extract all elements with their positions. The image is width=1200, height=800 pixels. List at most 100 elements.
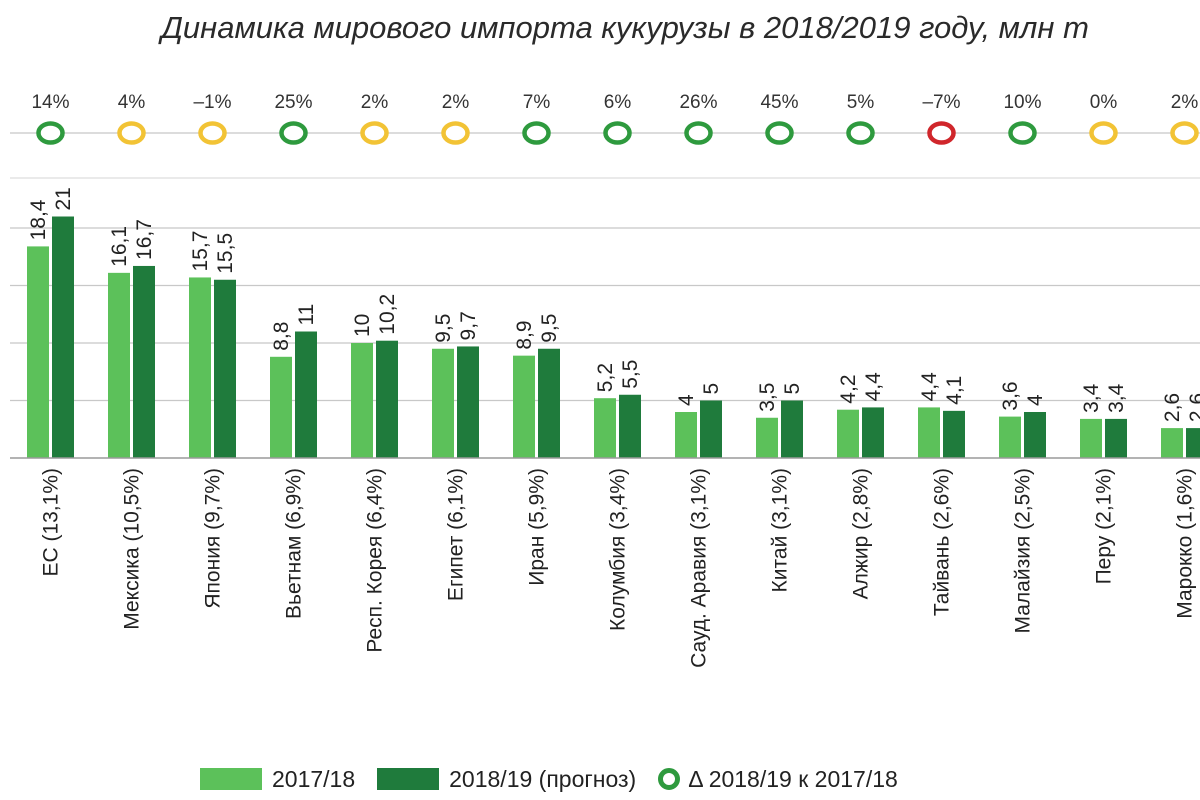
bar [432, 348, 454, 458]
bar-value-label: 3,4 [1080, 383, 1103, 413]
change-status-icon [1089, 121, 1118, 145]
bar-value-label: 4,4 [862, 372, 885, 402]
legend-label-change: Δ 2018/19 к 2017/18 [688, 765, 898, 792]
change-status-icon [684, 121, 713, 145]
bar-value-label: 9,5 [432, 314, 455, 343]
change-status-icon [522, 121, 551, 145]
bar [1161, 428, 1183, 458]
bar [781, 400, 803, 458]
change-status-icon [279, 121, 308, 145]
bar [594, 398, 616, 458]
change-label: 2% [1171, 92, 1199, 113]
bar-value-label: 4 [675, 394, 698, 406]
change-label: 45% [760, 92, 798, 113]
change-status-icon [441, 121, 470, 145]
bar [862, 407, 884, 458]
category-label: Малайзия (2,5%) [1012, 468, 1035, 634]
bar-value-label: 15,7 [189, 231, 212, 272]
bar-value-label: 10 [351, 314, 374, 337]
bar [189, 277, 211, 458]
bar-value-label: 18,4 [27, 199, 50, 240]
change-status-icon [927, 121, 956, 145]
bar [351, 343, 373, 458]
category-label: Мексика (10,5%) [121, 468, 144, 630]
bar-value-label: 5,5 [619, 360, 642, 389]
category-label: Китай (3,1%) [769, 468, 792, 592]
category-label: Респ. Корея (6,4%) [364, 468, 387, 653]
bar [27, 246, 49, 458]
chart-title: Динамика мирового импорта кукурузы в 201… [161, 10, 1089, 45]
legend-item-2018-19: 2018/19 (прогноз) [377, 766, 636, 793]
bar [837, 409, 859, 458]
bar-value-label: 11 [295, 304, 318, 326]
bar [270, 356, 292, 458]
bar-value-label: 3,5 [756, 383, 779, 412]
bar [108, 272, 130, 458]
bar-value-label: 4,4 [918, 372, 941, 402]
category-label: Тайвань (2,6%) [931, 468, 954, 616]
category-label: Египет (6,1%) [445, 468, 468, 601]
category-label: Сауд. Аравия (3,1%) [688, 468, 711, 668]
bar [513, 355, 535, 458]
change-label: 2% [442, 92, 470, 113]
chart-svg: 14% 18,421 ЕС (13,1%) 4% 16,1 16,7 Мексика (10… [10, 92, 1200, 668]
bar-value-label: 16,1 [108, 226, 131, 267]
category-label: Колумбия (3,4%) [607, 468, 630, 631]
bar [295, 331, 317, 458]
change-status-icon [765, 121, 794, 145]
change-status-icon [1008, 121, 1037, 145]
legend-label-2017-18: 2017/18 [272, 765, 356, 792]
change-label: 4% [118, 92, 146, 113]
bar-value-label: 2,6 [1186, 393, 1200, 422]
category-label: ЕС (13,1%) [40, 468, 63, 577]
change-status-icon [603, 121, 632, 145]
bar-value-label: 2,6 [1161, 393, 1184, 422]
bar-value-label: 3,6 [999, 381, 1022, 410]
category-label: Алжир (2,8%) [850, 468, 873, 599]
bar-value-label: 9,7 [457, 311, 480, 340]
category-label: Япония (9,7%) [202, 468, 225, 609]
bar [1080, 418, 1102, 458]
change-label: 14% [31, 92, 69, 113]
bar-value-label: 16,7 [133, 219, 156, 260]
change-label: 6% [604, 92, 632, 113]
category-label: Вьетнам (6,9%) [283, 468, 306, 619]
bar-value-label: 4,1 [943, 376, 966, 405]
category-label: Перу (2,1%) [1093, 468, 1116, 584]
bar-value-label: 4,2 [837, 374, 860, 403]
change-label: 25% [274, 92, 312, 113]
bar-value-label: 3,4 [1105, 383, 1128, 413]
change-status-icon [198, 121, 227, 145]
legend-item-change: Δ 2018/19 к 2017/18 [658, 766, 898, 793]
bar-value-label: 8,9 [513, 320, 536, 349]
bar [619, 394, 641, 458]
change-status-icon [360, 121, 389, 145]
bar-value-label: 5 [700, 383, 723, 395]
change-label: –1% [193, 92, 231, 113]
bar-value-label: 5,2 [594, 363, 617, 392]
category-label: Иран (5,9%) [526, 468, 549, 586]
bar [700, 400, 722, 458]
legend-swatch-2018-19 [377, 768, 440, 790]
bar-value-label: 5 [781, 383, 804, 395]
change-status-icon [846, 121, 875, 145]
bar [1105, 418, 1127, 458]
bar [999, 416, 1021, 458]
change-label: 5% [847, 92, 875, 113]
legend: 2017/18 2018/19 (прогноз) Δ 2018/19 к 20… [200, 761, 920, 797]
category-label: Марокко (1,6%) [1174, 468, 1197, 619]
bar-value-label: 15,5 [214, 233, 237, 274]
bar [538, 348, 560, 458]
bar [376, 340, 398, 458]
bar [214, 279, 236, 458]
bar-value-label: 10,2 [376, 294, 399, 335]
bar [756, 417, 778, 458]
bar-value-label: 8,8 [270, 322, 293, 351]
change-label: 2% [361, 92, 389, 113]
bar [675, 412, 697, 458]
bar [1186, 428, 1200, 458]
change-status-icon [36, 121, 65, 145]
bar [52, 216, 74, 458]
bar-value-label: 21 [52, 187, 75, 210]
change-label: 26% [679, 92, 717, 113]
